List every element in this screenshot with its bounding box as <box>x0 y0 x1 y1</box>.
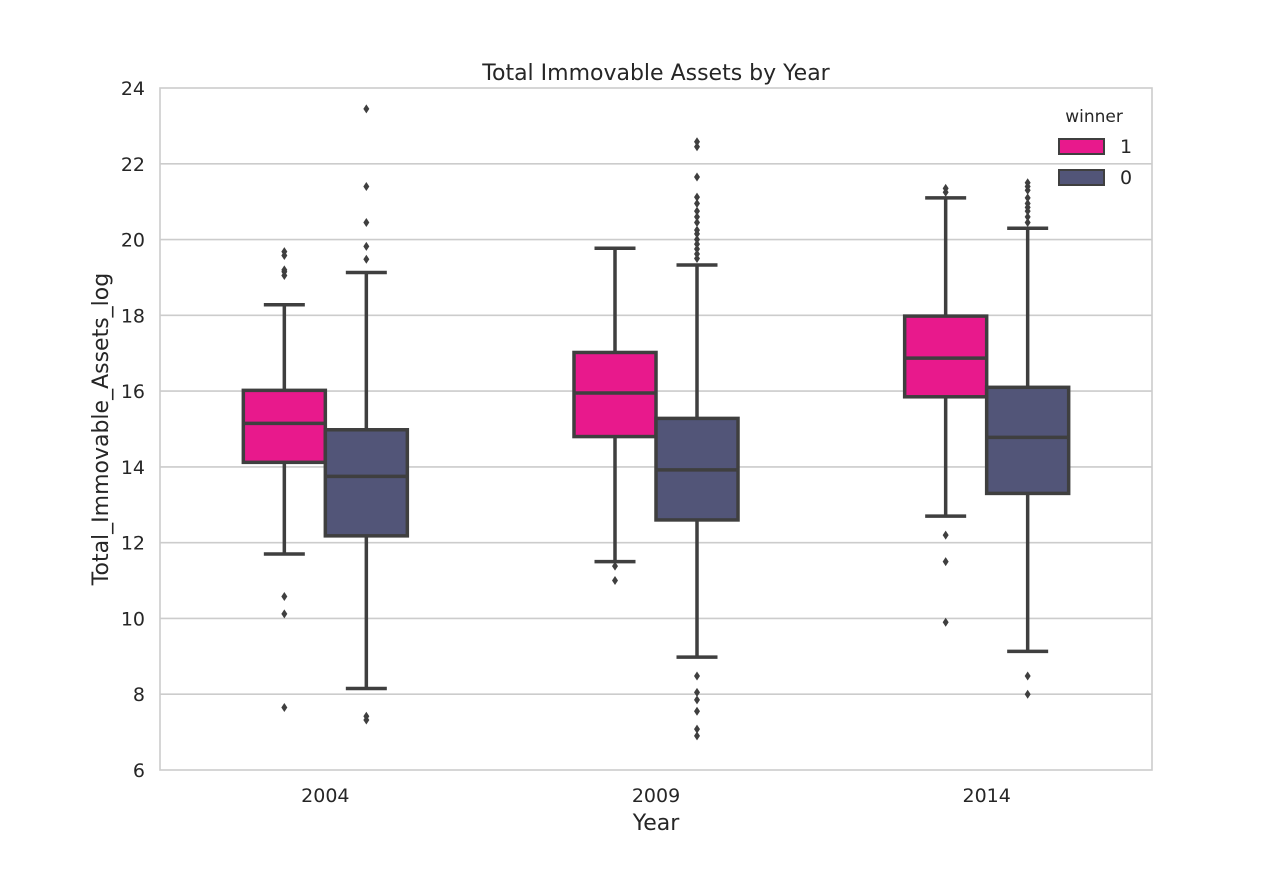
legend-label-0: 0 <box>1120 167 1132 189</box>
outlier-point <box>694 687 700 697</box>
y-tick-label: 16 <box>121 381 145 403</box>
outlier-point <box>694 731 700 741</box>
outlier-point <box>694 249 700 259</box>
box-2009-winner-0 <box>654 137 740 741</box>
box-2014-winner-0 <box>984 178 1071 699</box>
outlier-point <box>612 561 618 571</box>
outlier-point <box>1024 178 1031 188</box>
x-tick-labels: 2004 2009 2014 <box>301 785 1011 807</box>
chart-title: Total Immovable Assets by Year <box>481 61 830 86</box>
box-iqr <box>984 385 1071 496</box>
y-tick-label: 10 <box>121 608 145 630</box>
outlier-point <box>942 530 949 540</box>
outlier-point <box>694 172 700 182</box>
y-tick-label: 12 <box>121 533 145 555</box>
legend-title: winner <box>1065 107 1123 127</box>
outlier-point <box>942 617 949 627</box>
legend-swatch-1 <box>1058 138 1105 155</box>
box-iqr <box>323 428 410 538</box>
legend-swatch-0 <box>1058 169 1105 186</box>
outlier-point <box>1024 193 1031 203</box>
outlier-point <box>694 254 700 263</box>
outlier-point <box>363 104 370 114</box>
outlier-point <box>694 225 700 235</box>
outlier-point <box>1024 671 1031 681</box>
outlier-point <box>363 241 370 251</box>
outlier-point <box>363 182 370 192</box>
outlier-point <box>694 137 700 147</box>
box-2004-winner-0 <box>323 104 410 725</box>
box-groups <box>241 104 1071 741</box>
outlier-point <box>694 235 700 245</box>
outlier-point <box>363 254 370 264</box>
outlier-point <box>694 142 700 152</box>
outlier-point <box>694 695 700 705</box>
x-tick-label: 2014 <box>962 785 1010 807</box>
y-tick-label: 14 <box>121 457 145 479</box>
outlier-point <box>942 557 949 567</box>
outlier-point <box>694 199 700 209</box>
outlier-point <box>694 192 700 202</box>
y-axis-title: Total_Immovable_Assets_log <box>89 273 114 586</box>
outlier-point <box>694 218 700 228</box>
legend-label-1: 1 <box>1120 136 1132 158</box>
outlier-point <box>694 724 700 734</box>
outlier-point <box>694 706 700 716</box>
box-2014-winner-1 <box>902 183 989 627</box>
outlier-point <box>363 715 370 725</box>
outlier-point <box>281 702 288 712</box>
y-tick-label: 6 <box>133 760 145 782</box>
x-tick-label: 2009 <box>632 785 680 807</box>
outlier-point <box>694 206 700 216</box>
x-axis-title: Year <box>632 811 681 836</box>
outlier-point <box>612 576 618 586</box>
outlier-point <box>363 218 370 228</box>
outlier-point <box>942 183 949 193</box>
legend: winner 1 0 <box>1058 107 1132 189</box>
box-iqr <box>241 388 328 465</box>
outlier-point <box>281 265 288 275</box>
y-tick-label: 18 <box>121 305 145 327</box>
outlier-point <box>694 244 700 254</box>
outlier-point <box>281 247 288 257</box>
outlier-point <box>694 239 700 249</box>
outlier-point <box>1024 199 1031 209</box>
box-2004-winner-1 <box>241 247 328 712</box>
y-tick-label: 8 <box>133 684 145 706</box>
outlier-point <box>694 671 700 681</box>
box-2009-winner-1 <box>572 246 658 586</box>
outlier-point <box>1024 212 1031 222</box>
y-tick-label: 24 <box>121 78 145 100</box>
y-tick-label: 20 <box>121 230 145 252</box>
outlier-point <box>281 609 288 619</box>
y-tick-labels: 6 8 10 12 14 16 18 20 22 24 <box>121 78 145 782</box>
x-tick-label: 2004 <box>301 785 349 807</box>
outlier-point <box>281 591 288 601</box>
outlier-point <box>1024 689 1031 699</box>
outlier-point <box>694 212 700 222</box>
y-tick-label: 22 <box>121 154 145 176</box>
outlier-point <box>1024 218 1031 228</box>
